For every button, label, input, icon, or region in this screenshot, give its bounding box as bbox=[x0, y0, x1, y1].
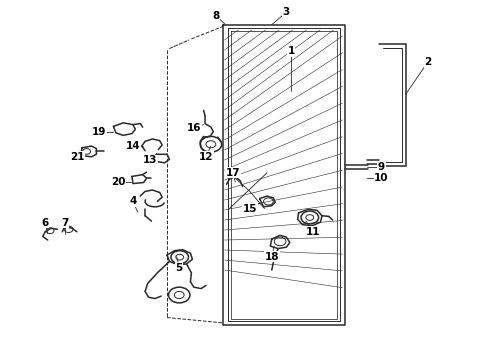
Text: 5: 5 bbox=[175, 262, 183, 273]
Text: 14: 14 bbox=[125, 141, 140, 151]
Text: 8: 8 bbox=[212, 11, 220, 21]
Text: 12: 12 bbox=[199, 152, 213, 162]
Text: 10: 10 bbox=[374, 173, 389, 183]
Text: 3: 3 bbox=[283, 7, 290, 17]
Text: 1: 1 bbox=[288, 46, 295, 57]
Text: 20: 20 bbox=[111, 177, 125, 187]
Text: 6: 6 bbox=[42, 218, 49, 228]
Text: 7: 7 bbox=[61, 218, 69, 228]
Text: 18: 18 bbox=[265, 252, 279, 262]
Text: 13: 13 bbox=[143, 156, 157, 165]
Text: 21: 21 bbox=[70, 152, 84, 162]
Text: 19: 19 bbox=[92, 127, 106, 137]
Text: 4: 4 bbox=[129, 197, 137, 206]
Text: 2: 2 bbox=[424, 57, 431, 67]
Text: 16: 16 bbox=[187, 123, 201, 133]
Text: 11: 11 bbox=[306, 227, 320, 237]
Text: 17: 17 bbox=[225, 168, 240, 178]
Text: 9: 9 bbox=[378, 162, 385, 172]
Text: 15: 15 bbox=[243, 203, 257, 213]
